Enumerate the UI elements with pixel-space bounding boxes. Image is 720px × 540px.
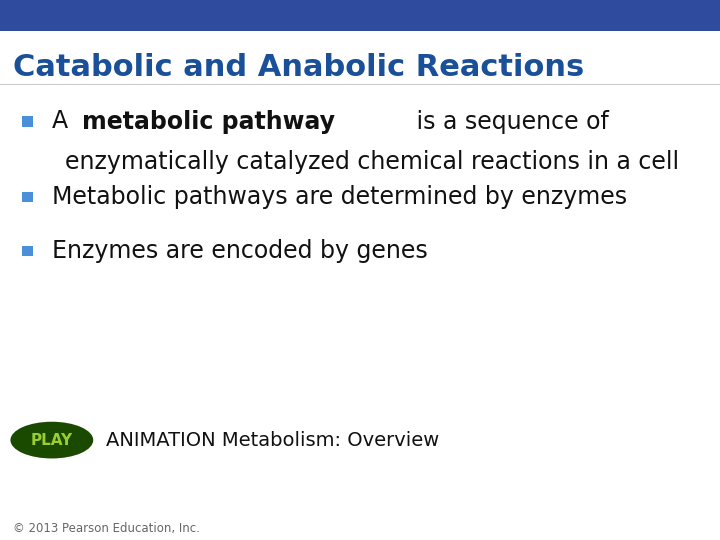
FancyBboxPatch shape bbox=[0, 0, 720, 31]
Text: A: A bbox=[52, 110, 76, 133]
Text: Metabolic pathways are determined by enzymes: Metabolic pathways are determined by enz… bbox=[52, 185, 627, 209]
Text: metabolic pathway: metabolic pathway bbox=[82, 110, 336, 133]
FancyBboxPatch shape bbox=[22, 246, 33, 256]
FancyBboxPatch shape bbox=[22, 192, 33, 202]
Text: ANIMATION Metabolism: Overview: ANIMATION Metabolism: Overview bbox=[106, 430, 439, 450]
Ellipse shape bbox=[10, 422, 94, 458]
Text: PLAY: PLAY bbox=[31, 433, 73, 448]
FancyBboxPatch shape bbox=[22, 116, 33, 127]
Text: enzymatically catalyzed chemical reactions in a cell: enzymatically catalyzed chemical reactio… bbox=[65, 150, 679, 174]
Text: Enzymes are encoded by genes: Enzymes are encoded by genes bbox=[52, 239, 428, 263]
Text: Catabolic and Anabolic Reactions: Catabolic and Anabolic Reactions bbox=[13, 53, 584, 82]
Text: is a sequence of: is a sequence of bbox=[409, 110, 608, 133]
Text: © 2013 Pearson Education, Inc.: © 2013 Pearson Education, Inc. bbox=[13, 522, 200, 535]
